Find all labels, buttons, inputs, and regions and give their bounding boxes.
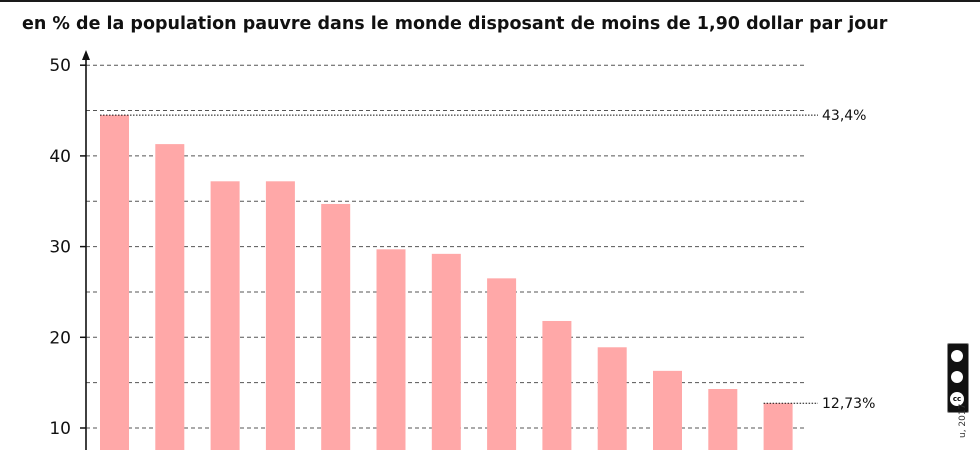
y-tick-label: 40 — [49, 147, 71, 167]
bar — [487, 278, 517, 450]
y-tick-label: 20 — [49, 328, 71, 348]
bar — [265, 181, 295, 450]
cc-license-badge: cc — [947, 343, 969, 413]
bar — [597, 347, 627, 450]
nc-icon — [951, 350, 963, 362]
top-border — [0, 0, 980, 2]
bar — [763, 403, 793, 450]
annotation-label: 43,4% — [822, 108, 866, 124]
bar — [653, 370, 682, 450]
bar — [431, 253, 461, 450]
bar — [376, 249, 406, 450]
bar — [321, 203, 351, 450]
chart-title: en % de la population pauvre dans le mon… — [22, 14, 888, 34]
bar — [542, 320, 572, 450]
cc-icon: cc — [950, 392, 964, 406]
by-icon — [951, 371, 963, 383]
y-tick-label: 30 — [49, 238, 71, 258]
bar — [210, 181, 240, 450]
bar — [708, 388, 738, 450]
credit-text: u, 2017 — [958, 403, 968, 438]
annotation-label: 12,73% — [822, 396, 875, 412]
bar — [100, 115, 129, 450]
y-tick-label: 10 — [49, 419, 71, 439]
y-axis-arrow — [82, 50, 90, 60]
bar — [155, 144, 185, 450]
y-tick-label: 50 — [49, 56, 71, 76]
